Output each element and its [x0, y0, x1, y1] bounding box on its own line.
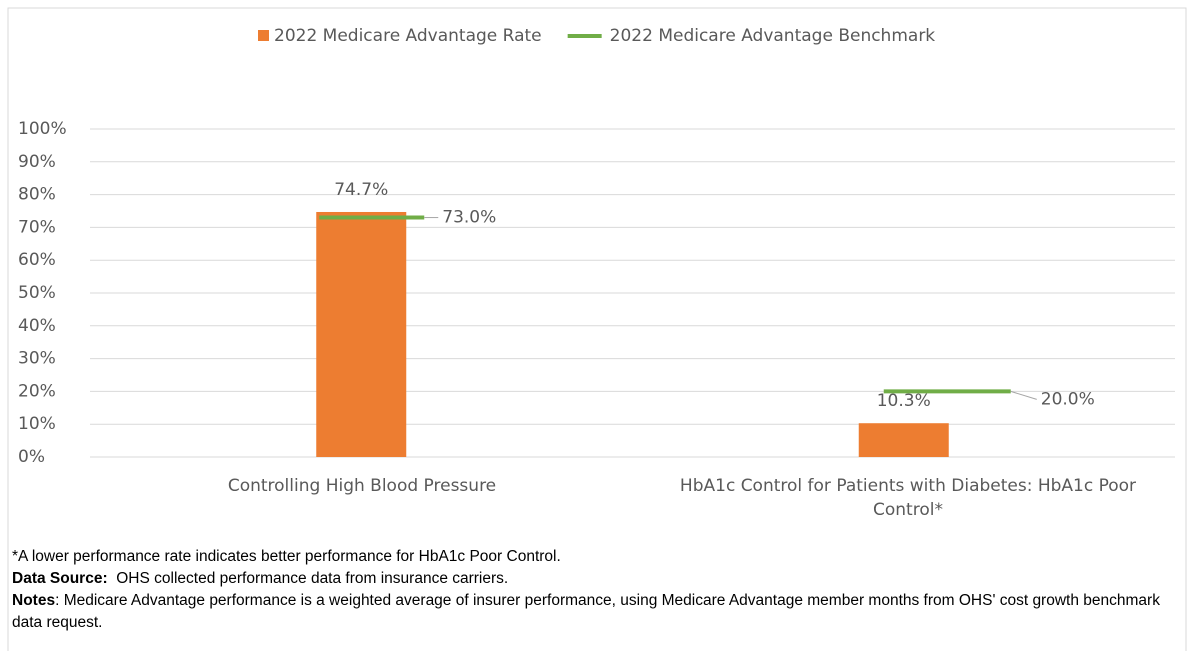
- text: OHS collected performance data from insu…: [116, 570, 509, 587]
- y-tick-label: 100%: [18, 119, 67, 139]
- y-tick-label: 40%: [18, 316, 56, 336]
- notes-text: Notes: Medicare Advantage performance is…: [12, 590, 1177, 634]
- label: Data Source:: [12, 570, 108, 587]
- y-tick-label: 20%: [18, 381, 56, 401]
- y-tick-label: 80%: [18, 185, 56, 205]
- y-tick-label: 70%: [18, 217, 56, 237]
- data-label: 74.7%: [334, 180, 388, 200]
- legend-label: 2022 Medicare Advantage Benchmark: [610, 26, 936, 46]
- legend-label: 2022 Medicare Advantage Rate: [274, 26, 542, 46]
- chart-border: [7, 7, 1187, 651]
- text: : Medicare Advantage performance is a we…: [12, 592, 1160, 631]
- footnote: *A lower performance rate indicates bett…: [12, 548, 561, 565]
- data-source: Data Source: OHS collected performance d…: [12, 568, 1177, 590]
- legend-swatch: [258, 30, 269, 41]
- y-tick-label: 30%: [18, 349, 56, 369]
- y-tick-label: 50%: [18, 283, 56, 303]
- data-label: 73.0%: [442, 208, 496, 228]
- label: Notes: [12, 592, 56, 609]
- y-tick-label: 90%: [18, 152, 56, 172]
- y-tick-label: 60%: [18, 250, 56, 270]
- y-tick-label: 0%: [18, 447, 45, 467]
- bar: [316, 211, 407, 457]
- y-tick-label: 10%: [18, 414, 56, 434]
- x-tick-label: HbA1c Control for Patients with Diabetes…: [679, 476, 1137, 520]
- x-tick-label: Controlling High Blood Pressure: [227, 476, 497, 496]
- data-label: 10.3%: [877, 391, 931, 411]
- notes: *A lower performance rate indicates bett…: [12, 546, 1177, 634]
- bar: [858, 423, 949, 457]
- data-label: 20.0%: [1041, 389, 1095, 409]
- leader-line: [1010, 390, 1037, 400]
